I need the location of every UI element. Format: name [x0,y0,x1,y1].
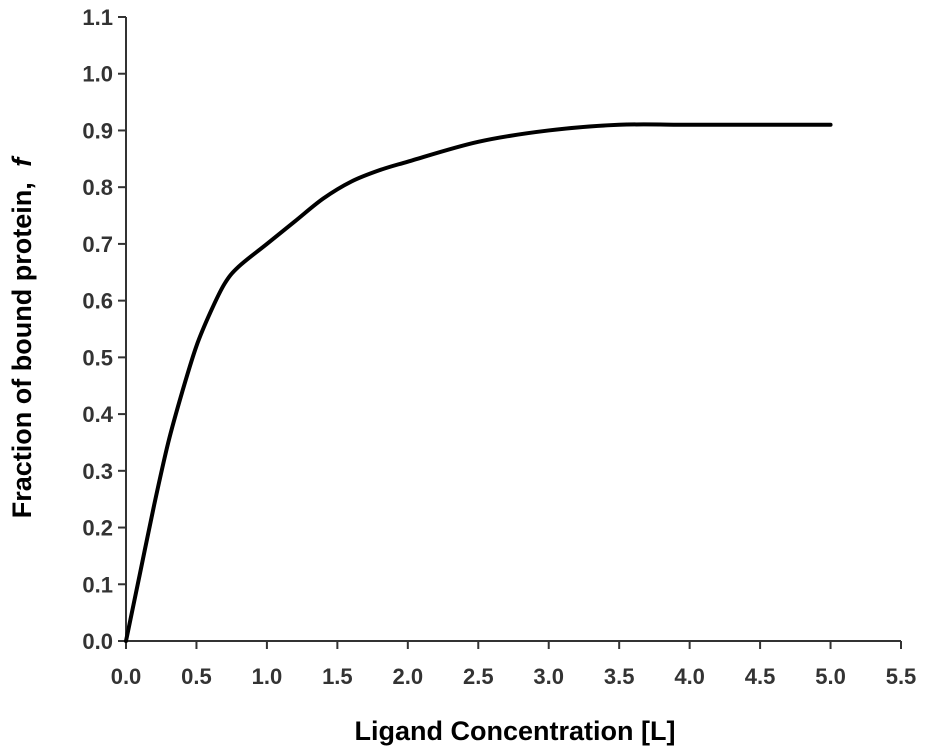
y-axis-title-symbol: f [7,155,37,167]
x-tick-label: 0.0 [111,664,142,689]
x-tick-label: 2.5 [463,664,494,689]
y-axis-title: Fraction of bound protein, f [7,155,37,518]
y-tick-label: 0.3 [82,459,113,484]
x-axis-title: Ligand Concentration [L] [355,716,676,746]
x-tick-label: 5.0 [815,664,846,689]
y-tick-label: 0.5 [82,345,113,370]
y-tick-label: 0.2 [82,516,113,541]
x-tick-label: 0.5 [181,664,212,689]
binding-curve-line [124,122,833,643]
y-axis: 0.0 0.1 0.2 0.3 0.4 0.5 0.6 0.7 0.8 0.9 1.0 1.1 [82,5,127,654]
x-tick-label: 4.5 [745,664,776,689]
y-tick-label: 0.8 [82,175,113,200]
x-tick-label: 1.5 [322,664,353,689]
y-tick-label: 0.9 [82,118,113,143]
y-tick-label: 1.0 [82,62,113,87]
y-tick-label: 0.1 [82,572,113,597]
x-tick-label: 3.0 [533,664,564,689]
x-tick-label: 1.0 [252,664,283,689]
x-tick-label: 4.0 [674,664,705,689]
x-tick-label: 3.5 [604,664,635,689]
series-layer [124,122,833,643]
y-tick-label: 0.0 [82,629,113,654]
x-axis: 0.0 0.5 1.0 1.5 2.0 2.5 3.0 3.5 4.0 4.5 5.0 5.5 [111,640,917,689]
y-axis-title-main: Fraction of bound protein, [7,182,37,518]
y-tick-label: 0.4 [82,402,113,427]
x-tick-label: 2.0 [393,664,424,689]
x-tick-label: 5.5 [886,664,917,689]
y-tick-label: 1.1 [82,5,113,30]
y-tick-label: 0.7 [82,232,113,257]
y-tick-label: 0.6 [82,289,113,314]
